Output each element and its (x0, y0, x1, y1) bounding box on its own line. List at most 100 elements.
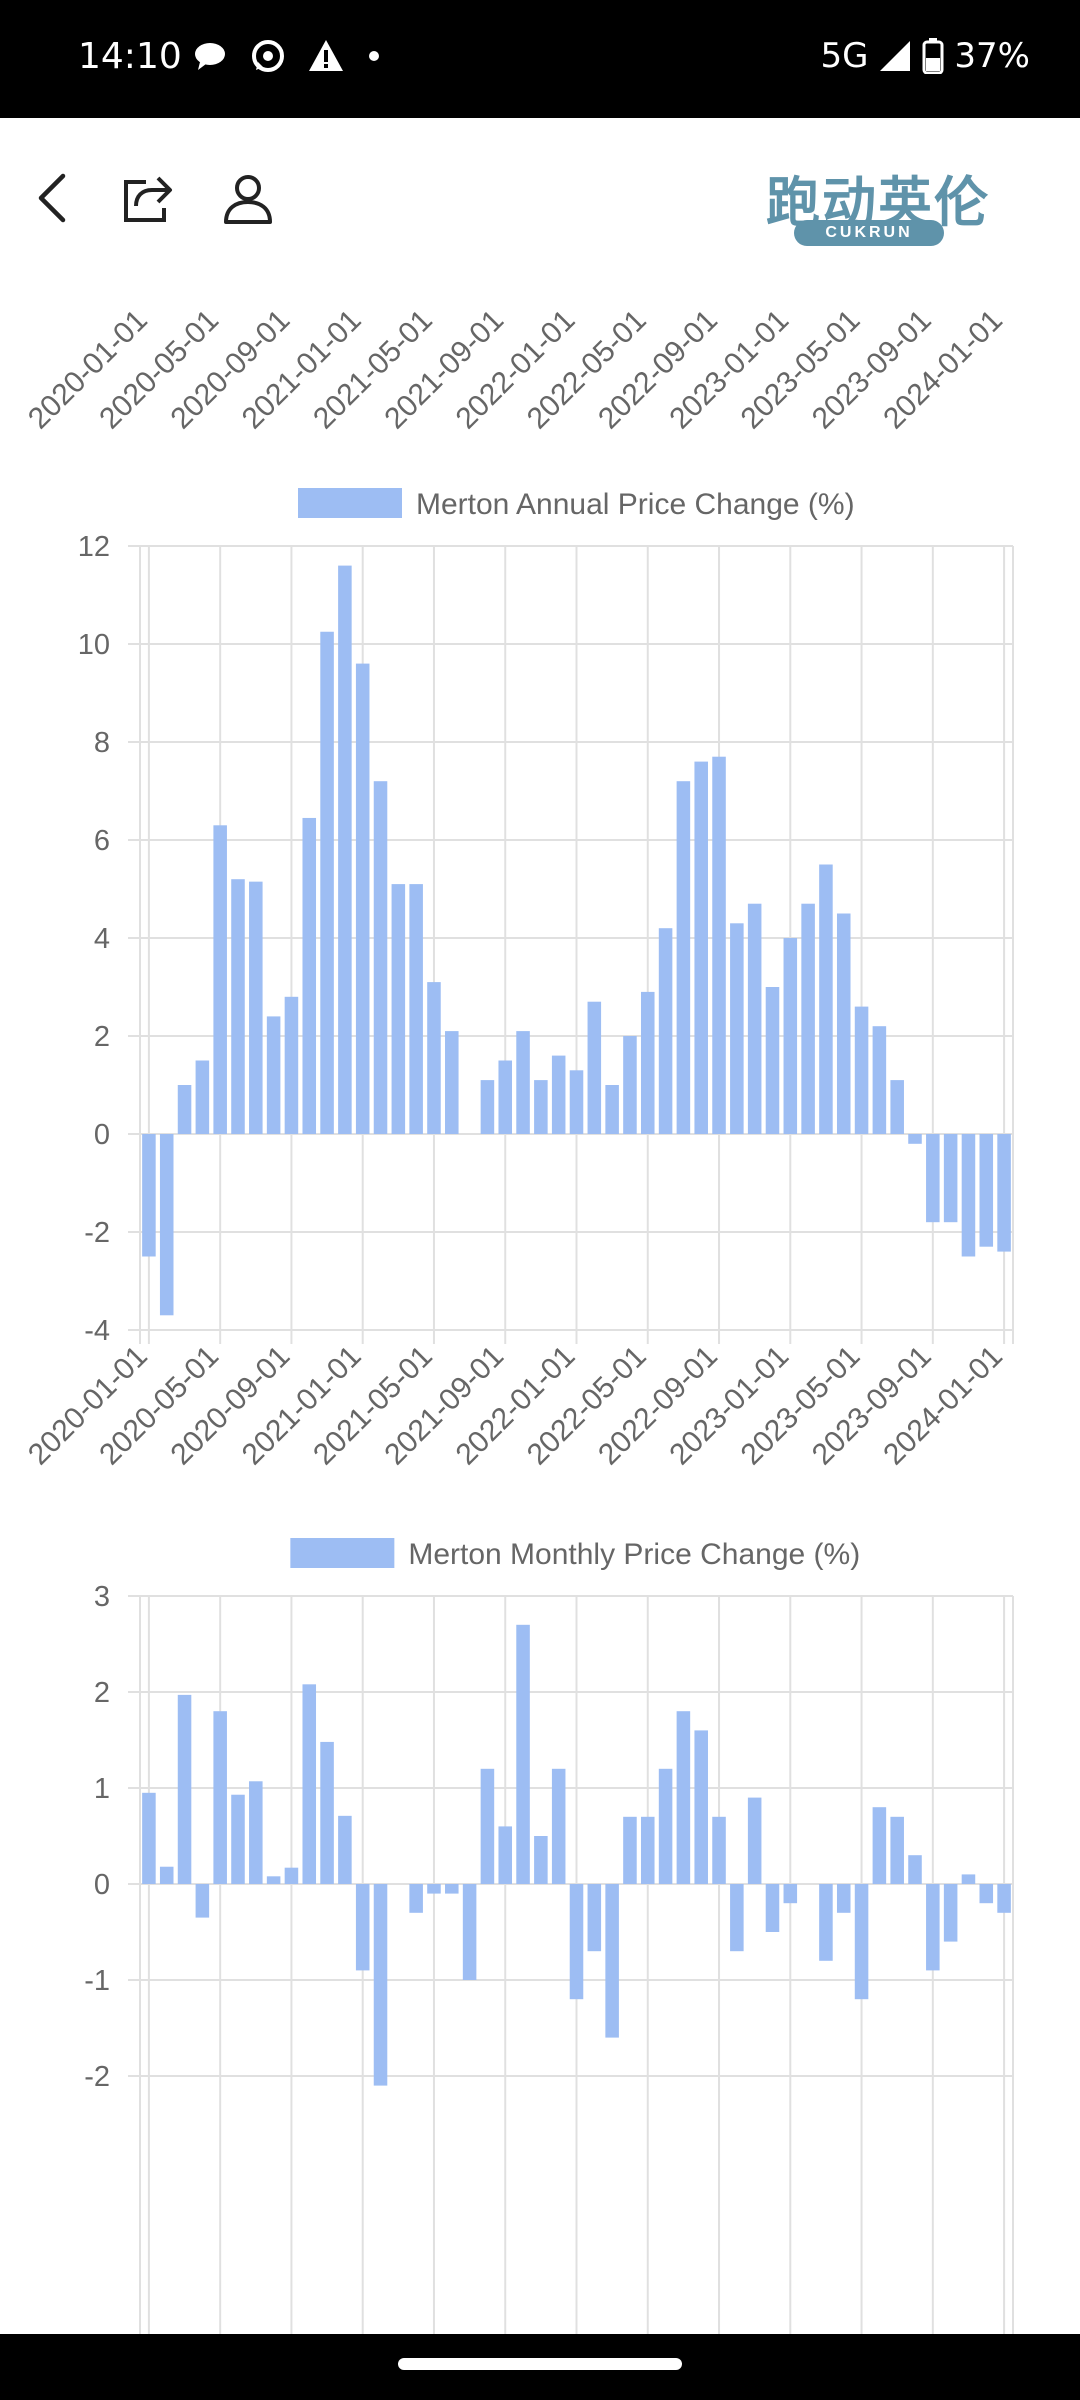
bar[interactable] (694, 761, 708, 1134)
bar[interactable] (427, 982, 441, 1134)
bar[interactable] (498, 1826, 513, 1884)
bar[interactable] (623, 1036, 637, 1134)
back-button[interactable] (12, 158, 92, 238)
bar[interactable] (516, 1624, 530, 1884)
bar[interactable] (534, 1836, 548, 1884)
share-button[interactable] (108, 158, 188, 238)
bar[interactable] (801, 903, 815, 1134)
bar[interactable] (890, 1816, 904, 1884)
bar[interactable] (908, 1855, 922, 1884)
bar[interactable] (391, 884, 406, 1134)
bar[interactable] (213, 825, 227, 1134)
home-handle[interactable] (398, 2358, 682, 2370)
bar[interactable] (355, 1884, 370, 1971)
bar[interactable] (587, 1884, 602, 1952)
bar[interactable] (961, 1134, 976, 1257)
bar[interactable] (569, 1070, 584, 1134)
bar[interactable] (409, 884, 423, 1134)
bar[interactable] (427, 1884, 441, 1894)
bar[interactable] (943, 1134, 958, 1223)
bar[interactable] (730, 1884, 744, 1952)
bar[interactable] (836, 1884, 851, 1913)
bar[interactable] (997, 1134, 1011, 1252)
bar[interactable] (747, 1797, 762, 1884)
bar[interactable] (516, 1031, 530, 1134)
bar[interactable] (640, 991, 655, 1134)
bar[interactable] (355, 663, 370, 1134)
bar[interactable] (908, 1134, 922, 1144)
bar[interactable] (338, 565, 352, 1134)
bar[interactable] (266, 1876, 281, 1884)
bar[interactable] (195, 1060, 210, 1135)
bar[interactable] (284, 996, 299, 1134)
bar[interactable] (142, 1792, 156, 1884)
bar[interactable] (836, 913, 851, 1135)
bar[interactable] (979, 1884, 994, 1904)
bar[interactable] (302, 817, 317, 1134)
bar[interactable] (961, 1874, 976, 1884)
bar[interactable] (676, 1711, 691, 1884)
bar[interactable] (534, 1080, 548, 1134)
bar[interactable] (409, 1884, 423, 1913)
bar[interactable] (872, 1807, 887, 1884)
bar[interactable] (979, 1134, 994, 1247)
bar[interactable] (623, 1816, 637, 1884)
bar[interactable] (997, 1884, 1011, 1913)
bar[interactable] (694, 1730, 708, 1884)
bar[interactable] (783, 1884, 798, 1904)
bar[interactable] (462, 1884, 477, 1980)
bar[interactable] (195, 1884, 210, 1918)
bar[interactable] (926, 1134, 940, 1223)
bar[interactable] (765, 1884, 780, 1932)
bar[interactable] (142, 1134, 156, 1257)
bar[interactable] (712, 756, 726, 1134)
bar[interactable] (159, 1866, 174, 1884)
bar[interactable] (373, 781, 388, 1134)
bar[interactable] (320, 1741, 334, 1884)
bar[interactable] (712, 1816, 726, 1884)
bar[interactable] (819, 864, 833, 1135)
bar[interactable] (658, 1768, 673, 1884)
bar[interactable] (872, 1026, 887, 1134)
bar[interactable] (854, 1006, 869, 1134)
bar[interactable] (213, 1711, 227, 1884)
bar[interactable] (658, 928, 673, 1134)
bar[interactable] (747, 903, 762, 1134)
bar[interactable] (498, 1060, 513, 1135)
bar[interactable] (266, 1016, 281, 1134)
bar[interactable] (819, 1884, 833, 1961)
bar[interactable] (445, 1884, 459, 1894)
bar[interactable] (159, 1134, 174, 1316)
bar[interactable] (302, 1684, 317, 1884)
bar[interactable] (730, 923, 744, 1134)
bar[interactable] (445, 1031, 459, 1134)
bar[interactable] (320, 631, 334, 1134)
bar[interactable] (231, 879, 245, 1134)
charts-canvas[interactable]: 2020-01-012020-05-012020-09-012021-01-01… (0, 0, 1080, 2334)
bar[interactable] (249, 881, 263, 1134)
bar[interactable] (765, 987, 780, 1134)
bar[interactable] (890, 1080, 904, 1134)
bar[interactable] (551, 1768, 566, 1884)
bar[interactable] (854, 1884, 869, 2000)
bar[interactable] (926, 1884, 940, 1971)
bar[interactable] (605, 1085, 619, 1134)
bar[interactable] (338, 1815, 352, 1884)
bar[interactable] (605, 1884, 619, 2038)
bar[interactable] (587, 1001, 602, 1134)
bar[interactable] (783, 938, 798, 1134)
bar[interactable] (551, 1055, 566, 1134)
account-button[interactable] (208, 158, 288, 238)
bar[interactable] (943, 1884, 958, 1942)
bar[interactable] (177, 1085, 192, 1134)
bar[interactable] (569, 1884, 584, 2000)
bar[interactable] (676, 781, 691, 1134)
bar[interactable] (249, 1781, 263, 1884)
bar[interactable] (284, 1867, 299, 1884)
bar[interactable] (640, 1816, 655, 1884)
bar[interactable] (177, 1694, 192, 1884)
bar[interactable] (480, 1080, 495, 1134)
bar[interactable] (480, 1768, 495, 1884)
bar[interactable] (373, 1884, 388, 2086)
bar[interactable] (231, 1794, 245, 1884)
